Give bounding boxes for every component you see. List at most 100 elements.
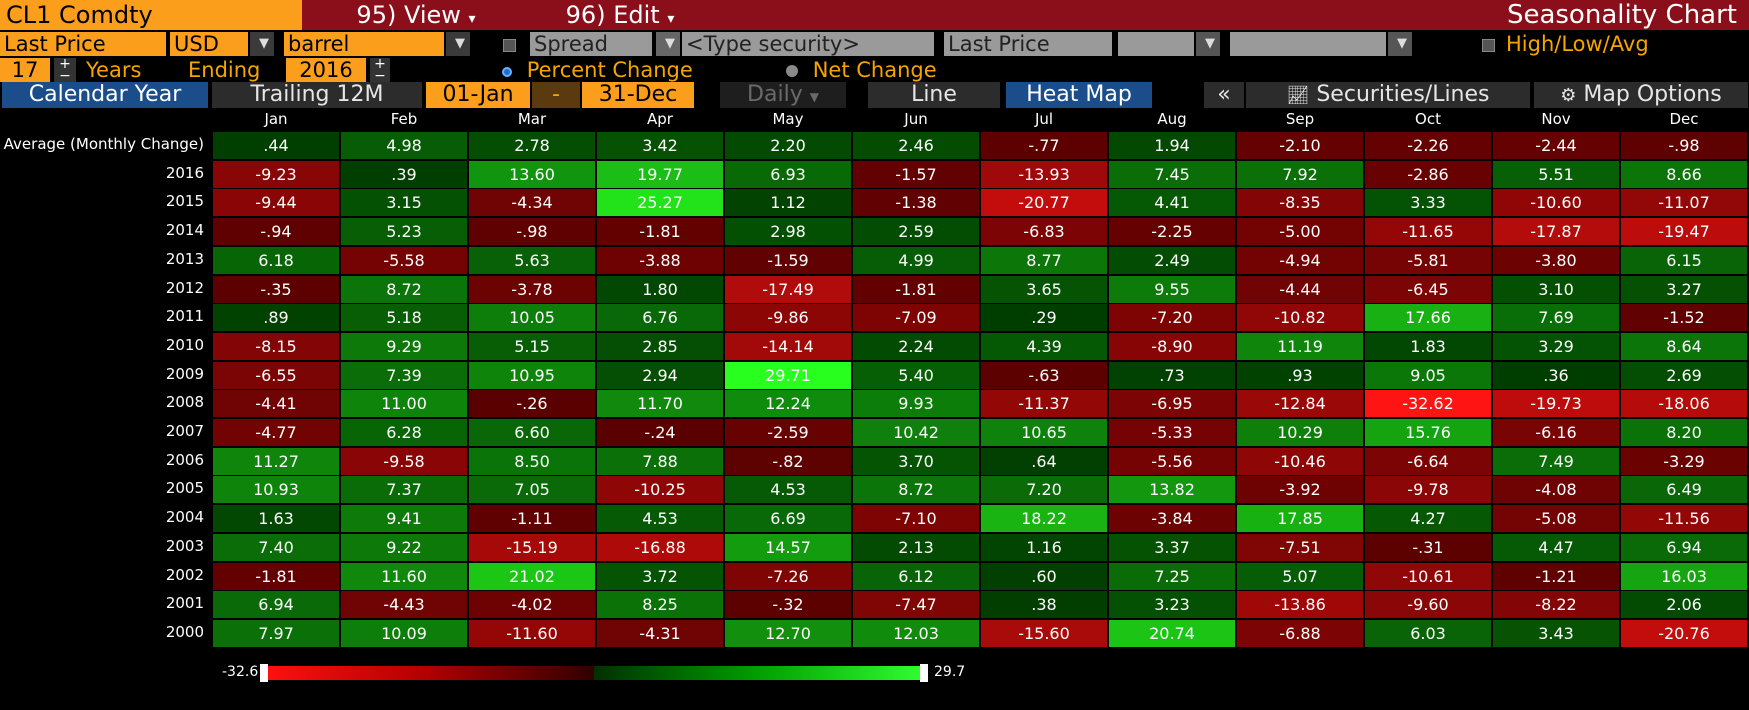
heatmap-cell[interactable]: -.82 <box>724 446 852 476</box>
heatmap-cell[interactable]: -7.10 <box>852 504 980 534</box>
heatmap-cell[interactable]: 11.27 <box>212 446 340 476</box>
heatmap-cell[interactable]: -2.10 <box>1236 131 1364 160</box>
heatmap-cell[interactable]: 17.66 <box>1364 303 1492 333</box>
heatmap-cell[interactable]: -7.20 <box>1108 303 1236 333</box>
third-field[interactable] <box>1230 32 1386 56</box>
heatmap-cell[interactable]: -3.88 <box>596 245 724 275</box>
heatmap-cell[interactable]: 6.03 <box>1364 618 1492 648</box>
heatmap-cell[interactable]: -.98 <box>468 217 596 247</box>
heatmap-cell[interactable]: 3.27 <box>1620 274 1748 304</box>
heatmap-cell[interactable]: 3.29 <box>1492 331 1620 361</box>
heatmap-cell[interactable]: 7.05 <box>468 475 596 505</box>
heatmap-cell[interactable]: 3.70 <box>852 446 980 476</box>
heatmap-cell[interactable]: -9.58 <box>340 446 468 476</box>
heatmap-cell[interactable]: 6.93 <box>724 159 852 189</box>
heatmap-cell[interactable]: 16.03 <box>1620 561 1748 591</box>
heatmap-cell[interactable]: 3.10 <box>1492 274 1620 304</box>
heatmap-cell[interactable]: 6.18 <box>212 245 340 275</box>
heatmap-cell[interactable]: -1.81 <box>212 561 340 591</box>
heatmap-cell[interactable]: 9.41 <box>340 504 468 534</box>
heatmap-cell[interactable]: -7.51 <box>1236 532 1364 562</box>
heatmap-cell[interactable]: -17.87 <box>1492 217 1620 247</box>
heatmap-cell[interactable]: -7.26 <box>724 561 852 591</box>
heatmap-cell[interactable]: -3.78 <box>468 274 596 304</box>
heatmap-cell[interactable]: 8.64 <box>1620 331 1748 361</box>
heatmap-cell[interactable]: -20.77 <box>980 188 1108 218</box>
heatmap-cell[interactable]: 8.20 <box>1620 418 1748 447</box>
heatmap-cell[interactable]: -9.86 <box>724 303 852 333</box>
heatmap-cell[interactable]: -9.78 <box>1364 475 1492 505</box>
heatmap-cell[interactable]: 6.49 <box>1620 475 1748 505</box>
heatmap-cell[interactable]: -6.95 <box>1108 389 1236 419</box>
heatmap-cell[interactable]: -1.21 <box>1492 561 1620 591</box>
heatmap-cell[interactable]: 3.37 <box>1108 532 1236 562</box>
heatmap-cell[interactable]: -11.37 <box>980 389 1108 419</box>
heatmap-cell[interactable]: .29 <box>980 303 1108 333</box>
heatmap-cell[interactable]: 10.65 <box>980 418 1108 447</box>
heatmap-cell[interactable]: .38 <box>980 590 1108 620</box>
heatmap-cell[interactable]: 6.12 <box>852 561 980 591</box>
heatmap-cell[interactable]: 12.70 <box>724 618 852 648</box>
heatmap-cell[interactable]: 18.22 <box>980 504 1108 534</box>
heatmap-cell[interactable]: 6.94 <box>212 590 340 620</box>
heatmap-cell[interactable]: -2.59 <box>724 418 852 447</box>
heatmap-cell[interactable]: -.77 <box>980 131 1108 160</box>
heatmap-cell[interactable]: 2.78 <box>468 131 596 160</box>
heatmap-cell[interactable]: 15.76 <box>1364 418 1492 447</box>
heatmap-cell[interactable]: 8.66 <box>1620 159 1748 189</box>
ending-year-input[interactable]: 2016 <box>286 58 366 82</box>
heatmap-cell[interactable]: -5.33 <box>1108 418 1236 447</box>
heatmap-cell[interactable]: 1.12 <box>724 188 852 218</box>
heatmap-cell[interactable]: -.94 <box>212 217 340 247</box>
heatmap-cell[interactable]: -1.59 <box>724 245 852 275</box>
heatmap-cell[interactable]: 2.20 <box>724 131 852 160</box>
heatmap-cell[interactable]: -.35 <box>212 274 340 304</box>
heatmap-cell[interactable]: 8.77 <box>980 245 1108 275</box>
heatmap-cell[interactable]: -4.94 <box>1236 245 1364 275</box>
spread-dropdown-icon[interactable]: ▼ <box>656 32 680 56</box>
heatmap-cell[interactable]: .36 <box>1492 360 1620 390</box>
heatmap-cell[interactable]: -10.61 <box>1364 561 1492 591</box>
heatmap-cell[interactable]: -3.29 <box>1620 446 1748 476</box>
heatmap-cell[interactable]: 1.16 <box>980 532 1108 562</box>
heatmap-cell[interactable]: 4.47 <box>1492 532 1620 562</box>
heatmap-cell[interactable]: -6.88 <box>1236 618 1364 648</box>
securities-lines-button[interactable]: 📈︎ Securities/Lines <box>1246 82 1530 108</box>
heatmap-cell[interactable]: 4.53 <box>596 504 724 534</box>
start-date-input[interactable]: 01-Jan <box>426 82 530 108</box>
heatmap-cell[interactable]: -10.60 <box>1492 188 1620 218</box>
heatmap-cell[interactable]: 11.70 <box>596 389 724 419</box>
ticker-field[interactable]: CL1 Comdty <box>0 0 302 30</box>
heatmap-cell[interactable]: 6.28 <box>340 418 468 447</box>
heatmap-cell[interactable]: 3.42 <box>596 131 724 160</box>
heatmap-cell[interactable]: .39 <box>340 159 468 189</box>
heatmap-cell[interactable]: -20.76 <box>1620 618 1748 648</box>
heatmap-cell[interactable]: -4.34 <box>468 188 596 218</box>
heatmap-cell[interactable]: -.31 <box>1364 532 1492 562</box>
heatmap-cell[interactable]: -8.90 <box>1108 331 1236 361</box>
heatmap-cell[interactable]: -5.58 <box>340 245 468 275</box>
map-options-button[interactable]: ⚙ Map Options <box>1534 82 1748 108</box>
heatmap-cell[interactable]: 6.15 <box>1620 245 1748 275</box>
heatmap-cell[interactable]: -5.56 <box>1108 446 1236 476</box>
heatmap-cell[interactable]: 7.37 <box>340 475 468 505</box>
heatmap-cell[interactable]: 5.07 <box>1236 561 1364 591</box>
heatmap-cell[interactable]: 6.76 <box>596 303 724 333</box>
heatmap-cell[interactable]: -6.64 <box>1364 446 1492 476</box>
heatmap-cell[interactable]: 9.05 <box>1364 360 1492 390</box>
spread-checkbox[interactable] <box>503 37 516 56</box>
currency-dropdown-icon[interactable]: ▼ <box>250 32 274 56</box>
heatmap-cell[interactable]: -13.93 <box>980 159 1108 189</box>
heatmap-cell[interactable]: 1.94 <box>1108 131 1236 160</box>
heatmap-cell[interactable]: 1.83 <box>1364 331 1492 361</box>
heatmap-cell[interactable]: -8.35 <box>1236 188 1364 218</box>
heatmap-cell[interactable]: -6.45 <box>1364 274 1492 304</box>
heatmap-cell[interactable]: -11.07 <box>1620 188 1748 218</box>
heatmap-cell[interactable]: 3.72 <box>596 561 724 591</box>
heatmap-cell[interactable]: 6.69 <box>724 504 852 534</box>
heatmap-cell[interactable]: -15.19 <box>468 532 596 562</box>
heatmap-cell[interactable]: -17.49 <box>724 274 852 304</box>
heatmap-cell[interactable]: -3.80 <box>1492 245 1620 275</box>
heatmap-cell[interactable]: 2.49 <box>1108 245 1236 275</box>
heatmap-cell[interactable]: 5.23 <box>340 217 468 247</box>
